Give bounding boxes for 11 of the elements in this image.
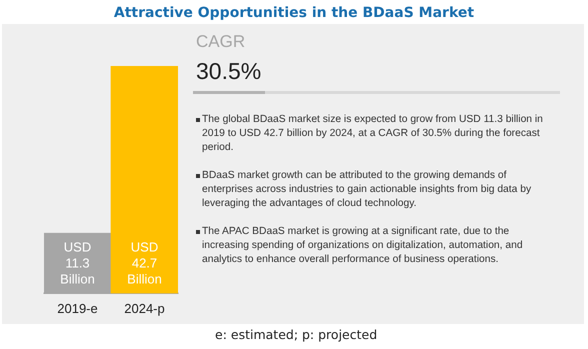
data-label: USD 11.3 Billion — [60, 239, 95, 286]
text: The APAC BDaaS market is growing at a significant rate, due to the increasing spending of organizations on digitalization, automation, and analytics to enhance overall performance of business operations. — [202, 225, 524, 267]
text: 30.5% — [196, 58, 262, 85]
text: CAGR — [196, 32, 246, 52]
text: BDaaS market growth can be attributed to the growing demands of enterprises across industries to gain actionable insights from big data by leveraging the advantages of cloud technology. — [202, 169, 532, 211]
text: e: estimated; p: projected — [215, 327, 378, 342]
text: Attractive Opportunities in the BDaaS Market — [112, 5, 476, 21]
data-label: USD 42.7 Billion — [127, 239, 162, 286]
x-tick-label: 2024-p — [124, 300, 165, 316]
text: The global BDaaS market size is expected to grow from USD 11.3 billion in 2019 to USD 42.7 billion by 2024, at a CAGR of 30.5% during the forecast period. — [202, 113, 544, 155]
x-tick-label: 2019-e — [57, 300, 98, 316]
